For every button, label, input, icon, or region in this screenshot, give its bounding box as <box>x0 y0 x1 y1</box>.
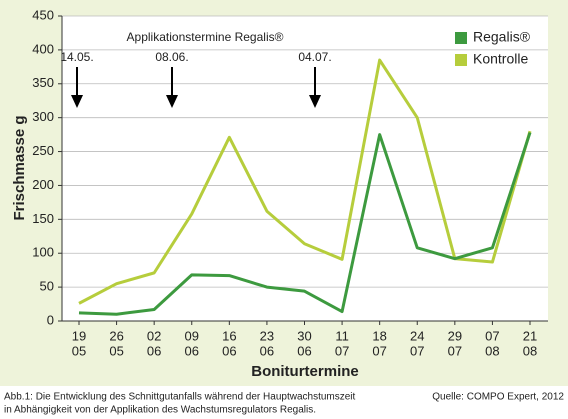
y-tick-label: 300 <box>32 109 54 124</box>
x-tick-label: 07 <box>448 343 462 358</box>
x-tick-label: 06 <box>185 343 199 358</box>
annotation-title: Applikationstermine Regalis® <box>127 30 284 44</box>
annotation-arrowhead <box>71 95 83 108</box>
x-tick-label: 07 <box>372 343 386 358</box>
x-tick-label: 29 <box>448 328 462 343</box>
caption: in Abhängigkeit von der Applikation des … <box>4 405 316 416</box>
x-tick-label: 07 <box>485 328 499 343</box>
y-tick-label: 150 <box>32 211 54 226</box>
x-tick-label: 07 <box>335 343 349 358</box>
x-tick-label: 05 <box>72 343 86 358</box>
x-axis-title: Boniturtermine <box>251 363 359 380</box>
y-tick-label: 50 <box>40 279 54 294</box>
x-tick-label: 16 <box>222 328 236 343</box>
x-tick-label: 07 <box>410 343 424 358</box>
x-tick-label: 26 <box>109 328 123 343</box>
x-tick-label: 06 <box>147 343 161 358</box>
annotation-label: 14.05. <box>60 50 93 64</box>
x-tick-label: 09 <box>185 328 199 343</box>
x-tick-label: 06 <box>222 343 236 358</box>
y-tick-label: 350 <box>32 75 54 90</box>
legend-label: Regalis® <box>473 29 531 45</box>
y-tick-label: 0 <box>47 312 54 327</box>
legend-swatch <box>455 54 467 66</box>
caption: Abb.1: Die Entwicklung des Schnittgutanf… <box>4 392 356 403</box>
annotation-label: 08.06. <box>155 50 188 64</box>
annotation-arrowhead <box>166 95 178 108</box>
y-tick-label: 200 <box>32 177 54 192</box>
x-tick-label: 11 <box>335 328 349 343</box>
y-tick-label: 400 <box>32 41 54 56</box>
y-tick-label: 250 <box>32 143 54 158</box>
x-tick-label: 05 <box>109 343 123 358</box>
x-tick-label: 08 <box>485 343 499 358</box>
y-tick-label: 450 <box>32 7 54 22</box>
annotation-arrowhead <box>309 95 321 108</box>
x-tick-label: 18 <box>372 328 386 343</box>
source: Quelle: COMPO Expert, 2012 <box>432 392 564 403</box>
x-tick-label: 06 <box>297 343 311 358</box>
x-tick-label: 08 <box>523 343 537 358</box>
legend-label: Kontrolle <box>473 51 528 67</box>
annotation-label: 04.07. <box>298 50 331 64</box>
x-tick-label: 21 <box>523 328 537 343</box>
x-tick-label: 24 <box>410 328 424 343</box>
x-tick-label: 06 <box>260 343 274 358</box>
x-tick-label: 30 <box>297 328 311 343</box>
plot-area <box>62 16 548 321</box>
y-axis-title: Frischmasse g <box>11 115 28 220</box>
x-tick-label: 19 <box>72 328 86 343</box>
y-tick-label: 100 <box>32 245 54 260</box>
series-line <box>78 132 532 316</box>
x-tick-label: 23 <box>260 328 274 343</box>
x-tick-label: 02 <box>147 328 161 343</box>
legend-swatch <box>455 32 467 44</box>
